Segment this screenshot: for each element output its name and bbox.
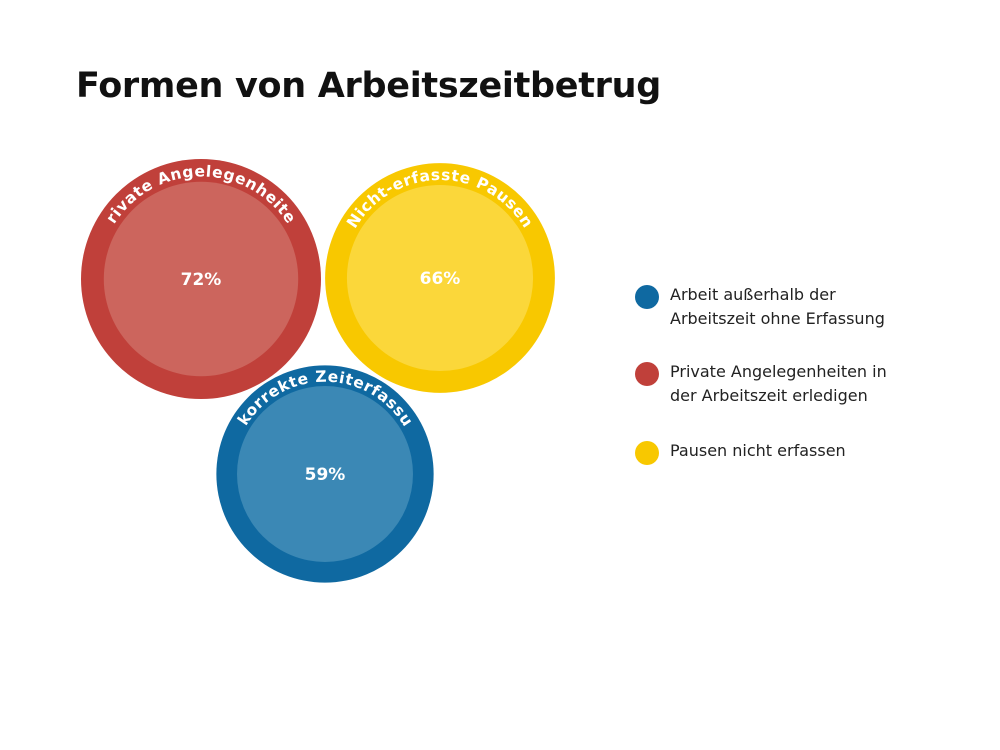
legend-label-line: Arbeitszeit ohne Erfassung [670,309,885,328]
legend-label-line: Pausen nicht erfassen [670,441,846,460]
bubble-value-private-angelegenheiten: 72% [181,270,222,290]
legend-label: Pausen nicht erfassen [670,439,930,463]
bubble-label-private-angelegenheiten: Private Angelegenheiten [0,0,300,227]
legend-dot-icon [635,362,659,386]
bubble-value-unkorrekte-zeiterfassung: 59% [305,465,346,485]
legend-label: Arbeit außerhalb der Arbeitszeit ohne Erf… [670,283,930,331]
bubble-inner-unkorrekte-zeiterfassung [237,386,413,562]
legend-label-line: Arbeit außerhalb der [670,285,836,304]
legend-dot-icon [635,285,659,309]
chart-title: Formen von Arbeitszeitbetrug [76,66,661,106]
bubble-inner-nicht-erfasste-pausen [346,184,534,372]
bubble-value-nicht-erfasste-pausen: 66% [420,269,461,289]
legend-label-line: der Arbeitszeit erledigen [670,386,868,405]
bubbles-group: Private Angelegenheiten72%Nicht-erfasste… [0,0,555,583]
legend-dot-icon [635,441,659,465]
bubble-inner-private-angelegenheiten [103,181,299,377]
legend-label: Private Angelegenheiten in der Arbeitszei… [670,360,930,408]
legend-label-line: Private Angelegenheiten in [670,362,887,381]
